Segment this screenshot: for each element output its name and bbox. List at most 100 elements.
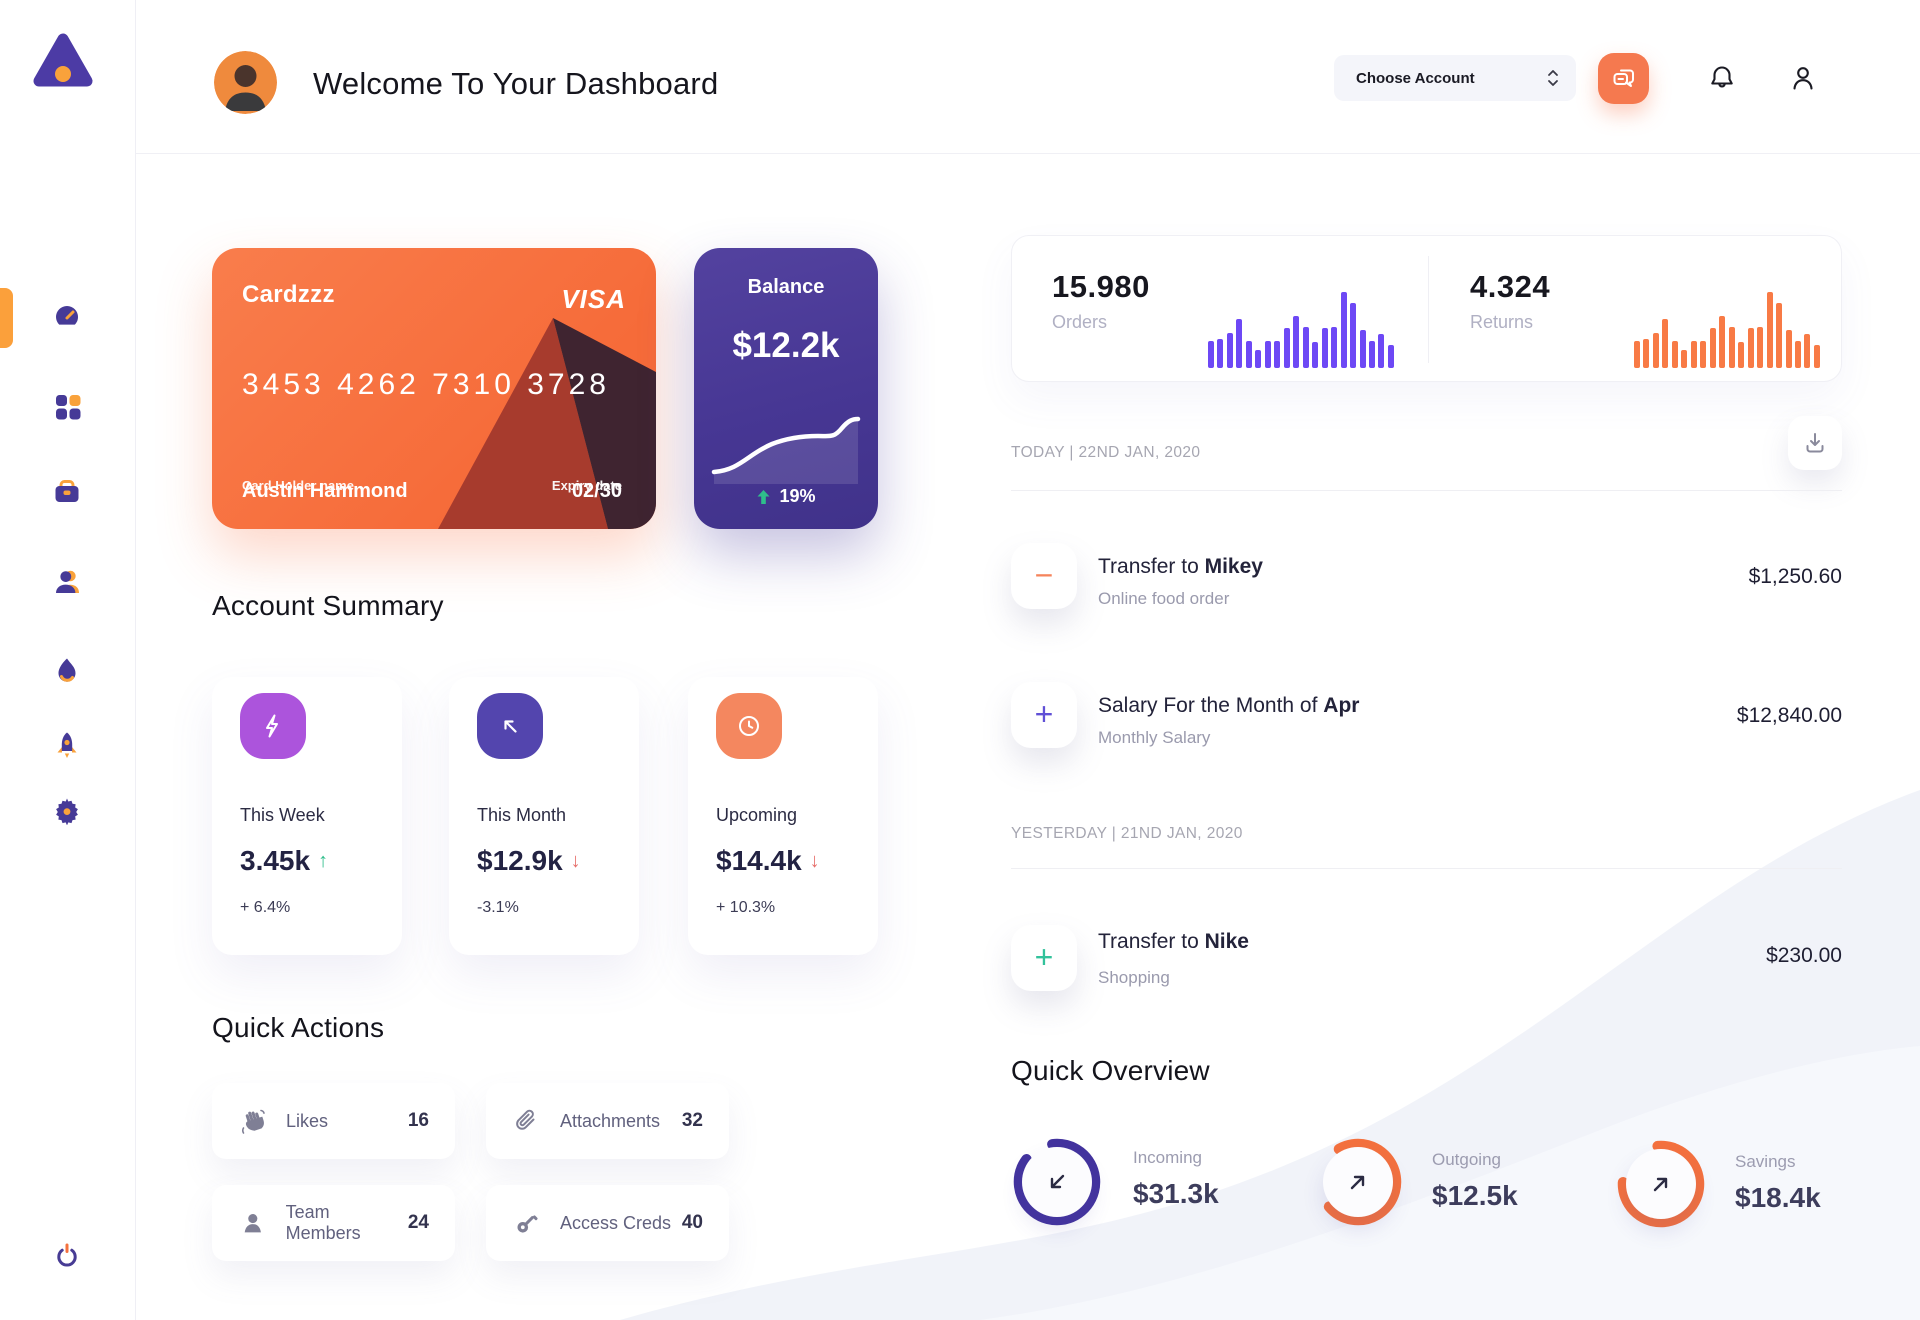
balance-title: Balance bbox=[747, 276, 825, 298]
triangle-logo-icon bbox=[33, 33, 93, 87]
bank-card: Cardzzz VISA 3453 4262 7310 3728 Card Ho… bbox=[212, 248, 656, 529]
arrow-down-left-icon bbox=[1050, 1174, 1065, 1189]
card-name: Cardzzz bbox=[242, 281, 335, 308]
balance-card: Balance $12.2k 19% bbox=[694, 248, 878, 529]
plus-icon: + bbox=[1034, 695, 1054, 732]
quick-action-label: Team Members bbox=[285, 1202, 361, 1243]
lightning-icon bbox=[240, 693, 306, 759]
visa-logo: VISA bbox=[561, 284, 626, 314]
sidebar-item-activity[interactable] bbox=[50, 653, 84, 687]
transaction-title: Transfer to Mikey bbox=[1098, 555, 1263, 579]
profile-button[interactable] bbox=[1787, 62, 1819, 94]
quick-actions-title: Quick Actions bbox=[212, 1012, 385, 1043]
gauge-center bbox=[1022, 1147, 1092, 1217]
page-title: Welcome To Your Dashboard bbox=[313, 66, 719, 101]
returns-label: Returns bbox=[1470, 312, 1534, 332]
returns-bar-chart bbox=[1634, 292, 1820, 368]
gauge-value: $18.4k bbox=[1735, 1182, 1821, 1213]
summary-label: This Week bbox=[240, 805, 325, 825]
balance-line-chart bbox=[711, 416, 861, 484]
sidebar-logout[interactable] bbox=[50, 1239, 84, 1273]
sidebar bbox=[0, 0, 136, 1320]
transaction-title-bold: Nike bbox=[1204, 930, 1249, 953]
summary-delta: + 10.3% bbox=[716, 899, 776, 916]
bell-icon bbox=[1711, 66, 1733, 88]
paperclip-icon bbox=[516, 1109, 535, 1130]
incoming-gauge bbox=[1012, 1137, 1102, 1227]
summary-value-text: $12.9k bbox=[477, 845, 563, 876]
quick-action-likes[interactable]: Likes 16 bbox=[212, 1083, 455, 1159]
transaction-subtitle: Shopping bbox=[1098, 968, 1170, 987]
plus-icon: + bbox=[1034, 938, 1054, 975]
sidebar-item-team[interactable] bbox=[50, 565, 84, 599]
arrow-up-left-icon bbox=[477, 693, 543, 759]
balance-change: 19% bbox=[694, 486, 878, 507]
summary-value: $12.9k ↓ bbox=[477, 845, 581, 877]
arrow-up-right-icon bbox=[1350, 1175, 1365, 1190]
quick-action-access-creds[interactable]: Access Creds 40 bbox=[486, 1185, 729, 1261]
gauge-center bbox=[1323, 1147, 1393, 1217]
transaction-title: Salary For the Month of Apr bbox=[1098, 694, 1359, 718]
trend-arrow: ↑ bbox=[318, 849, 329, 872]
sidebar-item-settings[interactable] bbox=[50, 793, 84, 827]
balance-amount: $12.2k bbox=[732, 326, 840, 365]
quick-action-label: Attachments bbox=[560, 1110, 661, 1131]
transaction-amount: $1,250.60 bbox=[1748, 565, 1842, 588]
card-holder-label: Card Holder name bbox=[242, 478, 354, 493]
notifications-button[interactable] bbox=[1706, 62, 1738, 94]
quick-action-count: 40 bbox=[681, 1212, 703, 1233]
sidebar-item-dashboard[interactable] bbox=[50, 299, 84, 333]
lightning-glyph bbox=[266, 714, 278, 738]
gear-icon bbox=[56, 798, 78, 825]
summary-value-text: 3.45k bbox=[240, 845, 311, 876]
card-expiry-label: Expiry date bbox=[551, 478, 622, 493]
flame-icon bbox=[58, 658, 76, 682]
transaction-icon: + bbox=[1011, 925, 1077, 991]
transaction-title-bold: Apr bbox=[1323, 694, 1360, 717]
minus-icon: − bbox=[1034, 556, 1054, 593]
transaction-subtitle: Monthly Salary bbox=[1098, 728, 1211, 747]
gauge-value: $12.5k bbox=[1432, 1180, 1518, 1211]
user-avatar[interactable] bbox=[214, 51, 277, 114]
quick-action-count: 24 bbox=[407, 1212, 429, 1233]
key-icon bbox=[517, 1215, 538, 1233]
transaction-title-bold: Mikey bbox=[1204, 555, 1263, 578]
download-icon bbox=[1806, 433, 1824, 453]
transaction-amount: $230.00 bbox=[1766, 944, 1842, 967]
gauge-label: Outgoing bbox=[1432, 1150, 1501, 1169]
quick-action-team-members[interactable]: Team Members 24 bbox=[212, 1185, 455, 1261]
sidebar-item-apps[interactable] bbox=[50, 389, 84, 423]
team-icon bbox=[56, 570, 79, 593]
gauge-ring bbox=[1314, 1138, 1402, 1226]
trend-arrow: ↓ bbox=[809, 849, 820, 872]
summary-value: 3.45k ↑ bbox=[240, 845, 328, 877]
outgoing-gauge bbox=[1313, 1137, 1403, 1227]
messages-button[interactable] bbox=[1598, 53, 1649, 104]
sidebar-item-work[interactable] bbox=[50, 475, 84, 509]
waving-hand-icon bbox=[241, 1109, 265, 1134]
orders-label: Orders bbox=[1052, 312, 1108, 332]
download-button[interactable] bbox=[1788, 416, 1842, 470]
gauge-center bbox=[1626, 1149, 1696, 1219]
date-label-today: TODAY | 22ND JAN, 2020 bbox=[1011, 444, 1201, 461]
divider bbox=[1011, 868, 1842, 869]
summary-card-upcoming: Upcoming $14.4k ↓ + 10.3% bbox=[688, 677, 878, 955]
sidebar-item-launch[interactable] bbox=[50, 728, 84, 762]
trend-arrow: ↓ bbox=[570, 849, 581, 872]
summary-value-text: $14.4k bbox=[716, 845, 802, 876]
avatar-image bbox=[214, 51, 277, 114]
date-label-yesterday: YESTERDAY | 21ND JAN, 2020 bbox=[1011, 825, 1243, 842]
briefcase-icon bbox=[55, 480, 79, 502]
quick-action-attachments[interactable]: Attachments 32 bbox=[486, 1083, 729, 1159]
rocket-icon bbox=[57, 732, 77, 758]
transaction-subtitle: Online food order bbox=[1098, 589, 1230, 608]
account-dropdown[interactable]: Choose Account bbox=[1334, 55, 1576, 101]
summary-value: $14.4k ↓ bbox=[716, 845, 820, 877]
app-logo[interactable] bbox=[28, 26, 98, 96]
transaction-title-prefix: Transfer to bbox=[1098, 930, 1205, 953]
summary-card-this-week: This Week 3.45k ↑ + 6.4% bbox=[212, 677, 402, 955]
orders-value: 15.980 bbox=[1052, 269, 1150, 304]
summary-label: This Month bbox=[477, 805, 567, 825]
orders-bar-chart bbox=[1208, 292, 1394, 368]
